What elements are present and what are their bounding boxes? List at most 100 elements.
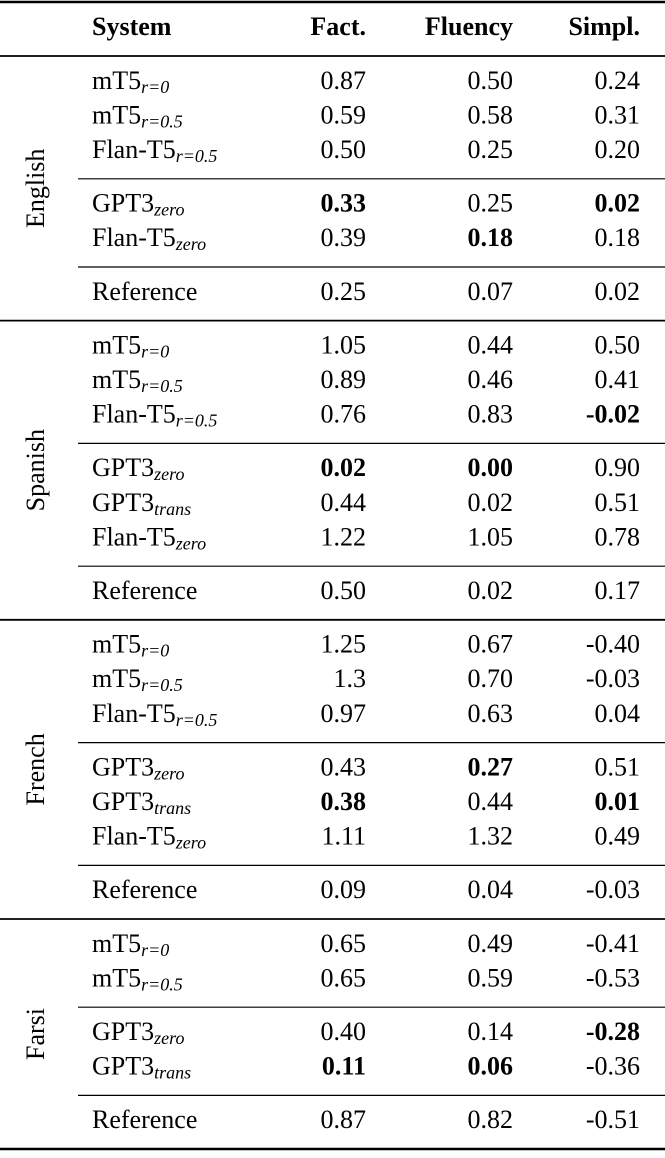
- score: 0.02: [321, 453, 367, 482]
- system-base: mT5: [92, 100, 141, 129]
- score: 0.20: [595, 135, 641, 164]
- system-subscript: r=0.5: [176, 411, 218, 431]
- system-name: mT5r=0.5: [92, 963, 183, 994]
- score: 0.07: [468, 277, 514, 306]
- language-label: Spanish: [21, 429, 50, 511]
- system-name: GPT3trans: [92, 787, 191, 818]
- score: 0.49: [468, 929, 514, 958]
- score: 0.59: [321, 100, 367, 129]
- score: 0.31: [595, 100, 641, 129]
- system-name: Flan-T5zero: [92, 822, 206, 853]
- score: 0.02: [595, 277, 641, 306]
- system-name: GPT3trans: [92, 1052, 191, 1083]
- score: 0.33: [321, 189, 367, 218]
- score: 0.63: [468, 699, 514, 728]
- system-name: Flan-T5zero: [92, 522, 206, 553]
- score: 1.11: [321, 822, 366, 851]
- system-subscript: r=0: [141, 641, 169, 661]
- system-subscript: zero: [175, 534, 206, 554]
- score: 0.65: [321, 929, 367, 958]
- score: 0.25: [468, 135, 514, 164]
- system-name: Reference: [92, 277, 197, 306]
- score: -0.28: [586, 1017, 640, 1046]
- system-base: mT5: [92, 365, 141, 394]
- score: 0.87: [321, 66, 367, 95]
- score: 0.44: [468, 787, 514, 816]
- system-subscript: trans: [154, 499, 191, 519]
- score: -0.41: [586, 929, 640, 958]
- system-subscript: zero: [175, 234, 206, 254]
- system-base: GPT3: [92, 488, 154, 517]
- system-base: Flan-T5: [92, 223, 176, 252]
- score: 0.43: [321, 752, 367, 781]
- system-base: mT5: [92, 630, 141, 659]
- score: 0.76: [321, 400, 367, 429]
- system-subscript: r=0.5: [141, 975, 183, 995]
- system-name: mT5r=0.5: [92, 365, 183, 396]
- score: 0.25: [468, 189, 514, 218]
- header-cell: Fluency: [425, 12, 513, 41]
- system-name: GPT3zero: [92, 1017, 184, 1048]
- score: 0.58: [468, 100, 514, 129]
- system-subscript: zero: [153, 764, 184, 784]
- score: 0.82: [468, 1105, 514, 1134]
- header-cell: System: [92, 12, 172, 41]
- header-cell: Simpl.: [568, 12, 640, 41]
- score: 1.05: [321, 330, 367, 359]
- system-name: Flan-T5zero: [92, 223, 206, 254]
- score: 0.40: [321, 1017, 367, 1046]
- score: 1.05: [468, 522, 514, 551]
- system-base: mT5: [92, 929, 141, 958]
- system-subscript: r=0.5: [141, 112, 183, 132]
- score: 0.67: [468, 630, 514, 659]
- language-label: Farsi: [21, 1008, 50, 1060]
- score: -0.51: [586, 1105, 640, 1134]
- score: 0.18: [468, 223, 514, 252]
- score: 0.78: [595, 522, 641, 551]
- system-base: Flan-T5: [92, 135, 176, 164]
- system-subscript: trans: [154, 798, 191, 818]
- score: 0.02: [468, 488, 514, 517]
- score: 0.46: [468, 365, 514, 394]
- system-name: mT5r=0.5: [92, 664, 183, 695]
- system-base: GPT3: [92, 189, 154, 218]
- score: 0.44: [321, 488, 367, 517]
- system-name: Flan-T5r=0.5: [92, 135, 217, 166]
- language-label: English: [21, 149, 50, 228]
- score: 0.04: [595, 699, 641, 728]
- score: 0.50: [468, 66, 514, 95]
- system-subscript: r=0.5: [141, 376, 183, 396]
- score: 0.87: [321, 1105, 367, 1134]
- score: 0.44: [468, 330, 514, 359]
- score: 0.38: [321, 787, 367, 816]
- language-label: French: [21, 733, 50, 805]
- score: 0.24: [595, 66, 641, 95]
- system-base: Flan-T5: [92, 522, 176, 551]
- score: 1.32: [468, 822, 514, 851]
- header-cell: Fact.: [310, 12, 366, 41]
- system-base: mT5: [92, 664, 141, 693]
- score: 0.50: [321, 576, 367, 605]
- system-name: Reference: [92, 875, 197, 904]
- score: 1.22: [321, 522, 367, 551]
- score: 0.04: [468, 875, 514, 904]
- score: 0.51: [595, 752, 641, 781]
- system-name: mT5r=0: [92, 929, 169, 960]
- system-name: GPT3zero: [92, 752, 184, 783]
- system-subscript: r=0.5: [176, 710, 218, 730]
- score: 0.06: [468, 1052, 514, 1081]
- score: 0.49: [595, 822, 641, 851]
- score: 0.41: [595, 365, 641, 394]
- score: 0.17: [595, 576, 641, 605]
- system-name: Flan-T5r=0.5: [92, 699, 217, 730]
- score: 0.25: [321, 277, 367, 306]
- score: 0.50: [595, 330, 641, 359]
- system-name: mT5r=0: [92, 630, 169, 661]
- score: 0.27: [468, 752, 514, 781]
- score: 0.02: [468, 576, 514, 605]
- score: 0.90: [595, 453, 641, 482]
- system-base: Reference: [92, 277, 197, 306]
- score: -0.40: [586, 630, 640, 659]
- system-name: Flan-T5r=0.5: [92, 400, 217, 431]
